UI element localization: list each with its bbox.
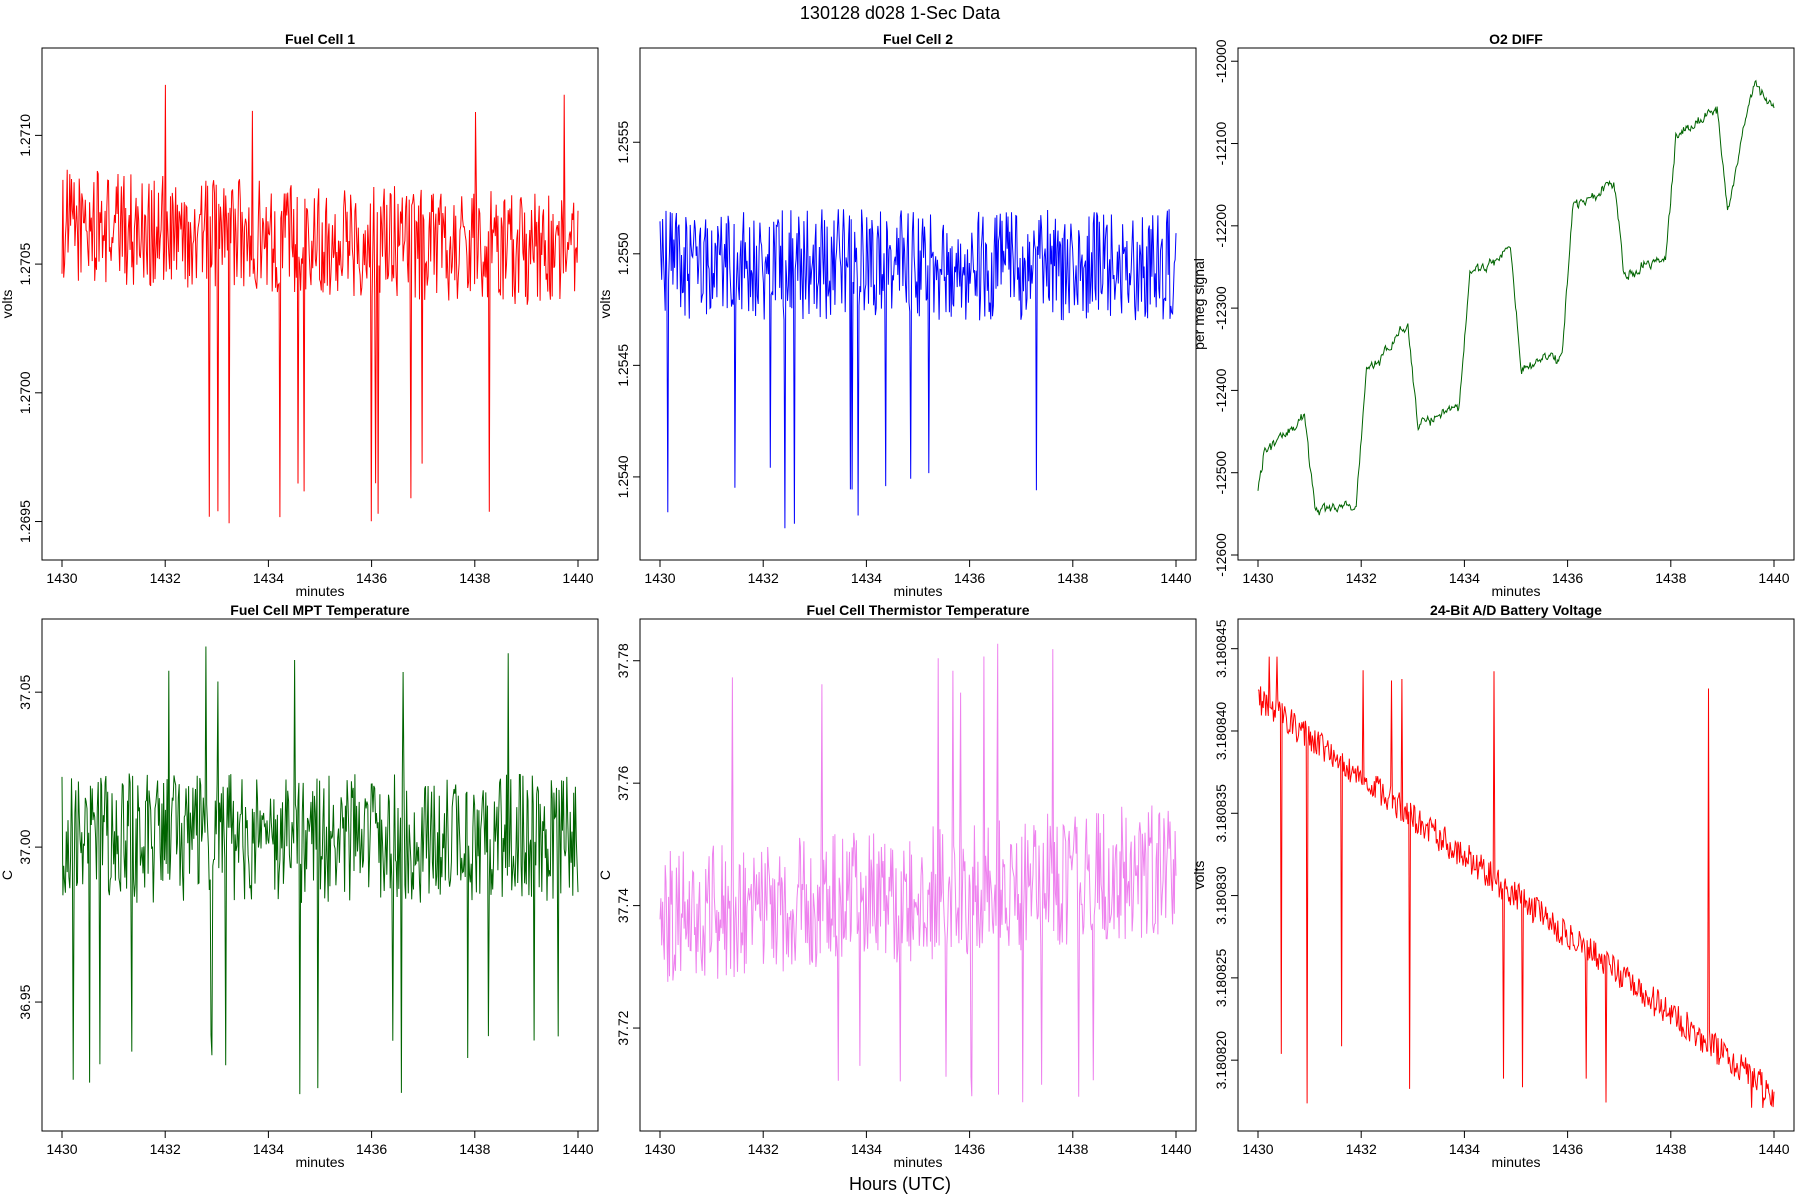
y-axis-label: C — [0, 870, 15, 880]
x-tick-label: 1432 — [748, 570, 779, 586]
x-tick-label: 1440 — [1160, 1141, 1191, 1157]
common-x-axis-label: Hours (UTC) — [849, 1174, 951, 1194]
y-tick-label: -12000 — [1213, 39, 1229, 83]
panel-title: 24-Bit A/D Battery Voltage — [1430, 602, 1602, 618]
y-tick-label: -12300 — [1213, 286, 1229, 330]
y-tick-label: 1.2700 — [17, 371, 33, 414]
x-tick-label: 1438 — [1655, 1141, 1686, 1157]
x-tick-label: 1438 — [459, 570, 490, 586]
x-tick-label: 1436 — [954, 570, 985, 586]
x-tick-label: 1440 — [562, 1141, 593, 1157]
x-axis-label: minutes — [893, 1154, 942, 1170]
y-tick-label: 37.78 — [615, 643, 631, 678]
series-line — [659, 209, 1177, 529]
x-tick-label: 1438 — [1057, 1141, 1088, 1157]
x-axis-label: minutes — [295, 1154, 344, 1170]
chart-panel: Fuel Cell Thermistor Temperature 1430 1432… — [597, 602, 1197, 1170]
chart-panel: 24-Bit A/D Battery Voltage 1430 1432 1434 14… — [1191, 602, 1795, 1170]
x-tick-label: 1440 — [1160, 570, 1191, 586]
y-tick-label: -12600 — [1213, 533, 1229, 577]
panel-title: Fuel Cell 2 — [883, 31, 953, 47]
y-tick-label: 1.2540 — [615, 455, 631, 498]
x-tick-label: 1440 — [1758, 1141, 1789, 1157]
x-tick-label: 1432 — [150, 570, 181, 586]
x-tick-label: 1438 — [1655, 570, 1686, 586]
x-tick-label: 1430 — [46, 570, 77, 586]
series-line — [1257, 79, 1775, 516]
y-tick-label: -12200 — [1213, 204, 1229, 248]
series-line — [1257, 656, 1775, 1108]
y-tick-label: 1.2705 — [17, 242, 33, 285]
panel-title: O2 DIFF — [1489, 31, 1543, 47]
x-tick-label: 1440 — [1758, 570, 1789, 586]
y-tick-label: 37.00 — [17, 829, 33, 864]
x-tick-label: 1432 — [1346, 570, 1377, 586]
x-tick-label: 1436 — [954, 1141, 985, 1157]
x-tick-label: 1432 — [150, 1141, 181, 1157]
x-axis-label: minutes — [295, 583, 344, 599]
y-axis-label: volts — [0, 290, 15, 319]
y-tick-label: 3.180825 — [1213, 948, 1229, 1007]
y-tick-label: 1.2555 — [615, 121, 631, 164]
x-axis-label: minutes — [1491, 583, 1540, 599]
chart-panel: Fuel Cell MPT Temperature 1430 1432 1434 143… — [0, 602, 599, 1170]
x-tick-label: 1440 — [562, 570, 593, 586]
y-tick-label: 3.180845 — [1213, 619, 1229, 678]
y-axis-label: volts — [1191, 861, 1207, 890]
series-line — [659, 643, 1177, 1103]
panel-title: Fuel Cell MPT Temperature — [230, 602, 410, 618]
x-tick-label: 1434 — [1449, 570, 1480, 586]
x-tick-label: 1438 — [1057, 570, 1088, 586]
x-tick-label: 1430 — [46, 1141, 77, 1157]
y-tick-label: 1.2545 — [615, 344, 631, 387]
series-line — [61, 646, 579, 1095]
panel-title: Fuel Cell Thermistor Temperature — [806, 602, 1029, 618]
y-tick-label: 37.05 — [17, 674, 33, 709]
x-tick-label: 1434 — [851, 570, 882, 586]
x-tick-label: 1430 — [1242, 1141, 1273, 1157]
x-tick-label: 1436 — [356, 570, 387, 586]
y-tick-label: 1.2710 — [17, 114, 33, 157]
x-tick-label: 1434 — [1449, 1141, 1480, 1157]
y-tick-label: -12100 — [1213, 122, 1229, 166]
x-axis-label: minutes — [1491, 1154, 1540, 1170]
y-axis-label: volts — [597, 290, 613, 319]
y-tick-label: 37.72 — [615, 1010, 631, 1045]
x-tick-label: 1436 — [1552, 570, 1583, 586]
x-tick-label: 1434 — [253, 570, 284, 586]
x-tick-label: 1432 — [1346, 1141, 1377, 1157]
x-tick-label: 1436 — [1552, 1141, 1583, 1157]
y-axis-label: C — [597, 870, 613, 880]
y-tick-label: 36.95 — [17, 984, 33, 1019]
y-tick-label: 1.2550 — [615, 232, 631, 275]
x-axis-label: minutes — [893, 583, 942, 599]
chart-panel: Fuel Cell 2 1430 1432 1434 1436 1438 1440 minut… — [597, 31, 1197, 599]
chart-panel: O2 DIFF 1430 1432 1434 1436 1438 1440 minutes -1… — [1191, 31, 1795, 599]
panel-title: Fuel Cell 1 — [285, 31, 355, 47]
series-line — [61, 84, 579, 524]
y-axis-label: per meg signal — [1191, 258, 1207, 350]
y-tick-label: 1.2695 — [17, 500, 33, 543]
plot-frame — [1237, 47, 1795, 561]
x-tick-label: 1432 — [748, 1141, 779, 1157]
y-tick-label: 3.180840 — [1213, 702, 1229, 761]
figure-title: 130128 d028 1-Sec Data — [800, 3, 1001, 23]
y-tick-label: 37.74 — [615, 888, 631, 923]
x-tick-label: 1436 — [356, 1141, 387, 1157]
x-tick-label: 1434 — [253, 1141, 284, 1157]
y-tick-label: -12500 — [1213, 451, 1229, 495]
y-tick-label: 37.76 — [615, 765, 631, 800]
y-tick-label: 3.180820 — [1213, 1031, 1229, 1090]
x-tick-label: 1438 — [459, 1141, 490, 1157]
y-tick-label: 3.180835 — [1213, 784, 1229, 843]
x-tick-label: 1430 — [644, 570, 675, 586]
x-tick-label: 1434 — [851, 1141, 882, 1157]
y-tick-label: -12400 — [1213, 368, 1229, 412]
panels-container: Fuel Cell 1 1430 1432 1434 1436 1438 1440 minut… — [0, 31, 1795, 1170]
x-tick-label: 1430 — [1242, 570, 1273, 586]
chart-panel: Fuel Cell 1 1430 1432 1434 1436 1438 1440 minut… — [0, 31, 599, 599]
x-tick-label: 1430 — [644, 1141, 675, 1157]
y-tick-label: 3.180830 — [1213, 866, 1229, 925]
